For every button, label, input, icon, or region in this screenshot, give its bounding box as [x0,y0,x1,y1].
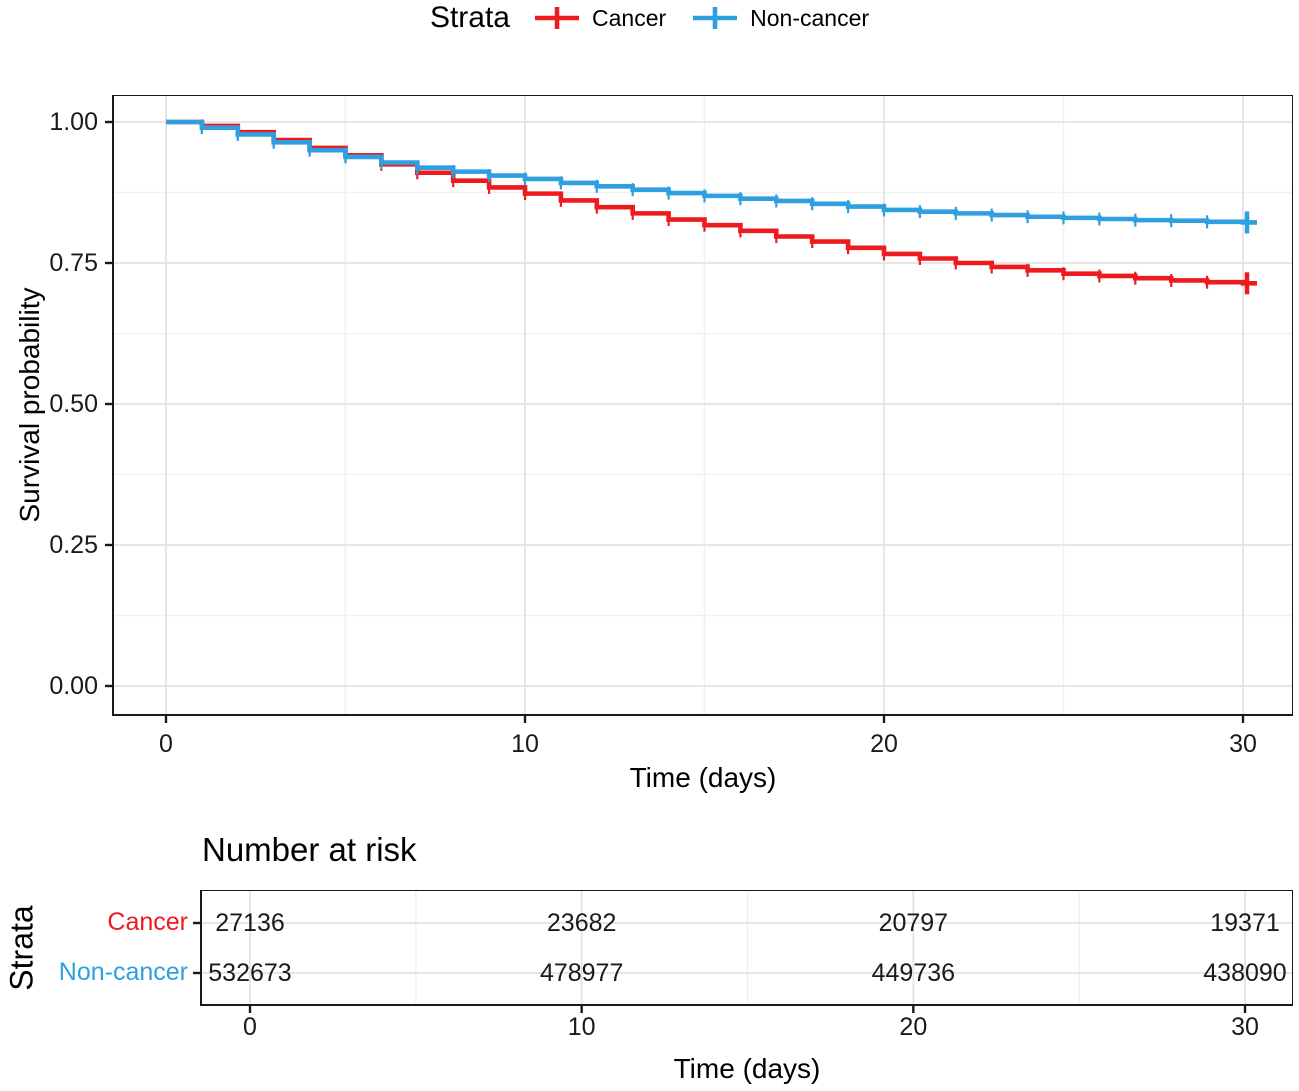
survival-plot-panel [105,95,1293,723]
legend-item-label: Non-cancer [750,4,870,31]
risk-table-panel [193,890,1293,1013]
risk-count-cell: 532673 [208,959,292,987]
y-tick-label: 0.50 [49,390,98,418]
risk-row-label-non-cancer: Non-cancer [58,958,188,986]
y-tick-label: 0.00 [49,672,98,700]
risk-x-tick-label: 10 [567,1013,596,1041]
legend-items: Cancer Non-cancer [534,3,869,33]
risk-row-label-cancer: Cancer [107,908,188,936]
legend-key-plus-icon [535,7,579,29]
risk-count-cell: 449736 [871,959,956,987]
risk-count-cell: 20797 [878,909,949,937]
legend-item-cancer: Cancer [534,3,666,33]
legend-item-label: Cancer [592,4,667,31]
risk-count-cell: 23682 [546,909,617,937]
risk-x-tick-label: 20 [899,1013,928,1041]
legend-item-non-cancer: Non-cancer [692,3,869,33]
risk-count-cell: 478977 [539,959,624,987]
risk-count-cell: 19371 [1210,909,1280,937]
x-tick-label: 10 [511,730,539,758]
x-tick-label: 30 [1229,730,1257,758]
risk-count-cell: 27136 [215,909,285,937]
risk-x-tick-label: 0 [243,1013,257,1041]
legend-key-plus-icon [693,7,738,29]
y-tick-label: 1.00 [49,108,98,136]
legend: Strata Cancer Non-cancer [0,0,1299,36]
legend-title: Strata [429,1,510,34]
y-tick-label: 0.25 [49,531,98,559]
risk-x-tick-label: 30 [1231,1013,1259,1041]
survival-curve-non-cancer [166,119,1257,234]
x-axis-title: Time (days) [629,762,777,793]
y-tick-label: 0.75 [49,249,98,277]
risk-x-axis-title: Time (days) [673,1053,821,1084]
risk-table-title: Number at risk [202,831,417,868]
x-tick-label: 0 [159,730,173,758]
x-tick-label: 20 [870,730,898,758]
risk-count-cell: 438090 [1203,959,1287,987]
